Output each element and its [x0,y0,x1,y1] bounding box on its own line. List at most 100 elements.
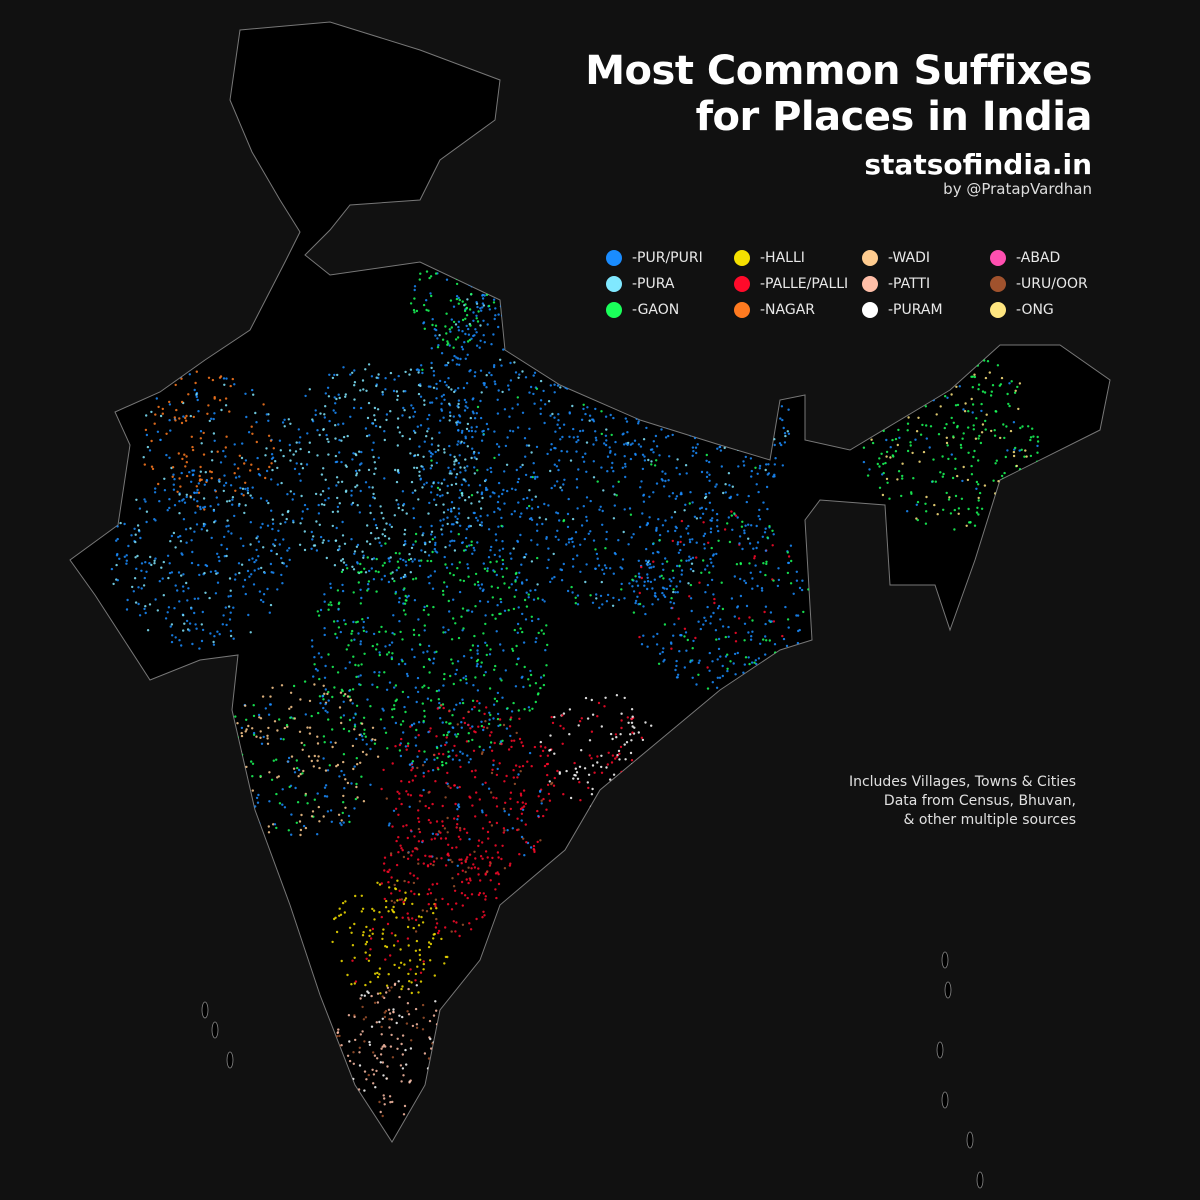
place-dot [528,391,531,394]
place-dot [690,375,694,378]
place-dot [347,730,351,733]
place-dot [765,639,768,642]
place-dot [736,605,740,608]
place-dot [416,965,419,968]
place-dot [435,907,438,910]
place-dot [620,791,623,795]
place-dot [271,518,275,521]
place-dot [465,528,468,531]
place-dot [494,314,497,317]
place-dot [230,532,233,535]
place-dot [256,535,259,538]
place-dot [784,605,787,609]
place-dot [600,580,603,584]
place-dot [299,698,302,701]
place-dot [462,676,465,680]
place-dot [367,363,371,366]
place-dot [415,700,418,704]
place-dot [611,754,615,757]
place-dot [517,268,521,271]
place-dot [301,510,304,513]
place-dot [783,432,787,435]
place-dot [695,541,698,544]
place-dot [455,295,459,298]
place-dot [467,575,470,578]
place-dot [169,429,172,432]
place-dot [892,407,896,411]
place-dot [675,355,678,358]
place-dot [502,807,506,810]
place-dot [528,684,532,687]
place-dot [575,486,579,489]
place-dot [501,280,504,283]
place-dot [320,473,324,476]
place-dot [977,499,980,502]
place-dot [269,603,273,607]
place-dot [421,921,425,924]
place-dot [342,753,346,756]
place-dot [368,954,371,957]
place-dot [154,519,157,522]
place-dot [432,662,435,665]
place-dot [311,418,314,421]
place-dot [352,1051,355,1054]
place-dot [441,524,444,527]
place-dot [555,261,558,264]
place-dot [325,433,328,437]
place-dot [400,898,404,901]
place-dot [351,501,355,505]
place-dot [962,432,965,435]
place-dot [461,300,464,303]
place-dot [626,443,629,446]
place-dot [228,410,231,413]
place-dot [489,278,492,282]
place-dot [313,663,316,666]
place-dot [604,434,608,437]
place-dot [356,484,359,487]
place-dot [196,488,199,492]
place-dot [574,531,578,534]
place-dot [509,718,512,721]
place-dot [353,728,356,731]
place-dot [355,453,358,457]
place-dot [249,521,252,524]
place-dot [468,853,472,856]
place-dot [496,691,500,695]
place-dot [460,721,463,724]
place-dot [773,443,776,447]
place-dot [423,684,426,687]
place-dot [353,638,356,641]
place-dot [673,510,677,514]
place-dot [552,552,555,556]
place-dot [246,489,249,492]
place-dot [587,532,590,535]
place-dot [910,391,914,395]
place-dot [446,522,449,526]
place-dot [750,524,753,527]
place-dot [464,469,467,472]
place-dot [338,914,341,917]
place-dot [706,471,709,474]
place-dot [154,413,157,416]
place-dot [666,530,670,533]
place-dot [662,647,665,650]
place-dot [393,378,396,381]
place-dot [376,1057,379,1060]
place-dot [544,649,547,652]
place-dot [455,1064,458,1068]
place-dot [343,911,346,914]
place-dot [388,560,391,563]
place-dot [560,489,564,492]
place-dot [612,773,616,776]
place-dot [505,727,509,730]
place-dot [410,724,414,727]
place-dot [391,715,394,719]
place-dot [667,434,670,438]
place-dot [433,974,436,977]
place-dot [448,730,451,733]
place-dot [670,597,673,600]
place-dot [876,462,879,466]
place-dot [721,391,725,394]
place-dot [417,858,420,861]
place-dot [476,305,479,309]
